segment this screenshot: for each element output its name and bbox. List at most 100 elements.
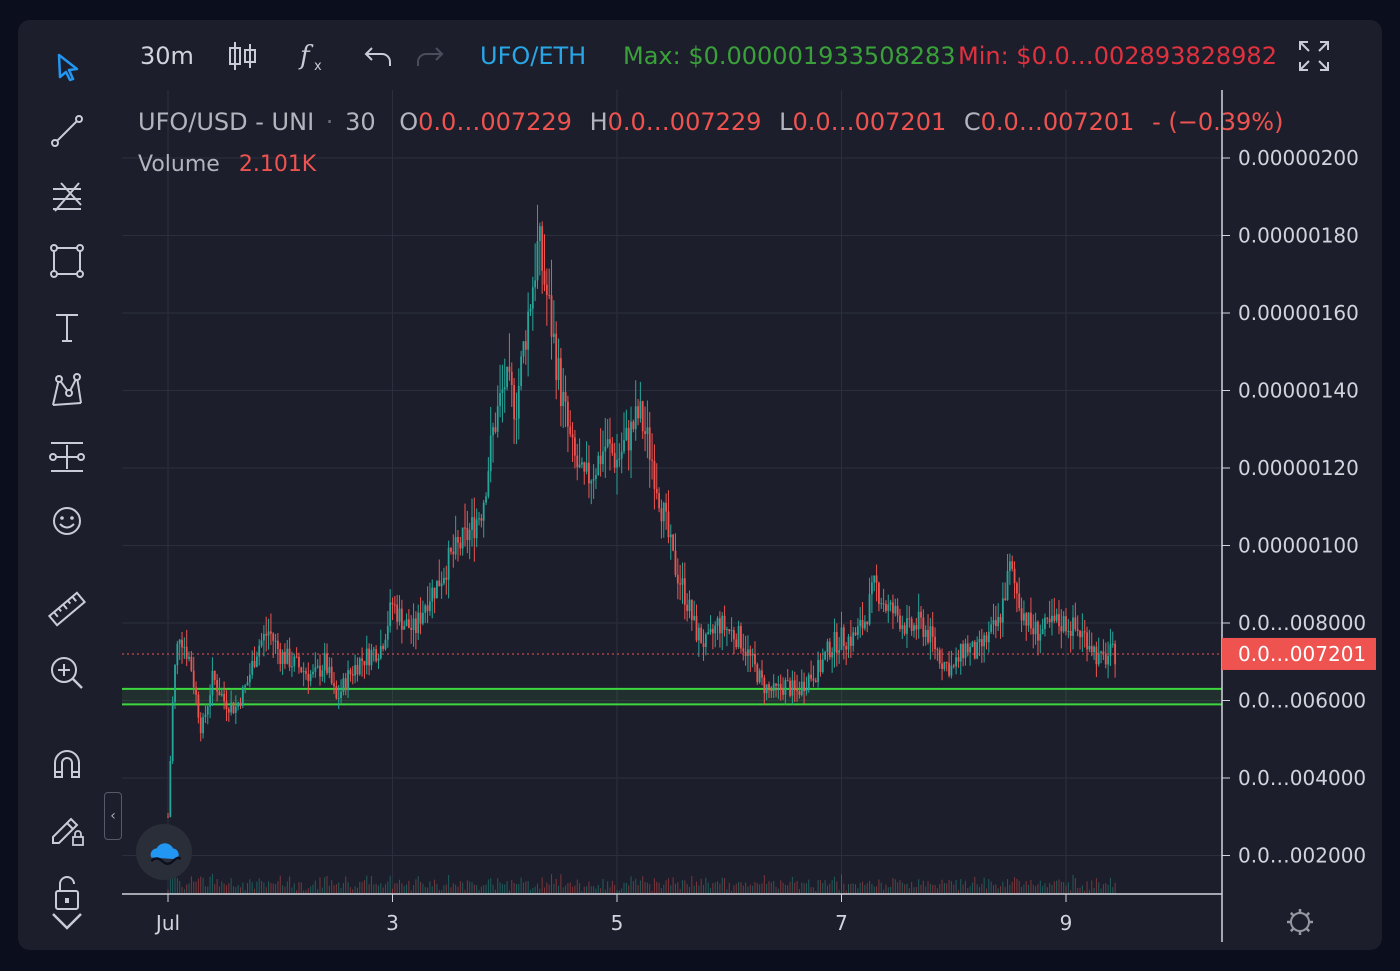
lock-edit-icon[interactable] (44, 806, 90, 852)
candle-body (772, 683, 775, 692)
candle-body (1076, 629, 1079, 631)
candle-body (632, 421, 635, 430)
candle-body (1041, 629, 1044, 635)
candle-body (1062, 616, 1065, 632)
candle-body (307, 673, 310, 682)
candle-body (169, 761, 172, 817)
settings-icon[interactable] (1287, 909, 1313, 935)
candle-body (281, 652, 284, 665)
fullscreen-icon[interactable] (1294, 36, 1334, 76)
zoom-in-icon[interactable] (44, 650, 90, 696)
candle-body (964, 643, 967, 659)
undo-icon[interactable] (358, 36, 398, 76)
cursor-icon[interactable] (44, 44, 90, 90)
candle-body (379, 645, 382, 659)
candle-body (471, 517, 473, 530)
candle-body (873, 575, 876, 583)
redo-icon[interactable] (410, 36, 450, 76)
candle-body (733, 630, 735, 640)
candle-body (721, 615, 724, 634)
candle-body (274, 640, 277, 642)
series-legend: UFO/USD - UNI · 30 O0.0…007229 H0.0…0072… (138, 108, 1283, 136)
candle-body (450, 547, 452, 552)
candle-body (501, 389, 504, 394)
candle-body (1001, 598, 1004, 623)
candle-body (592, 478, 595, 481)
candle-body (447, 547, 450, 580)
magnet-icon[interactable] (44, 742, 90, 788)
candle-body (183, 646, 186, 648)
collapse-toolbar-button[interactable]: ‹ (104, 792, 122, 840)
candle-body (293, 656, 296, 667)
candle-body (786, 680, 789, 682)
price-tick-label: 0.00000180 (1238, 224, 1359, 248)
candle-body (545, 284, 548, 296)
candle-body (358, 658, 361, 675)
candle-body (1013, 568, 1016, 584)
candle-body (410, 627, 413, 630)
candle-body (735, 639, 738, 648)
candle-body (536, 241, 539, 281)
price-chart[interactable]: 0.00000200 0.00000180 0.00000160 0.00000140… (18, 20, 1382, 950)
candle-body (1104, 653, 1107, 665)
emoji-icon[interactable] (44, 498, 90, 544)
candle-body (871, 582, 873, 595)
legend-symbol[interactable]: UFO/USD - UNI (138, 108, 315, 136)
candle-body (365, 648, 368, 666)
candle-body (393, 604, 396, 606)
fib-icon[interactable] (44, 174, 90, 220)
candle-body (765, 684, 768, 694)
candle-body (468, 529, 471, 541)
candle-body (1107, 655, 1109, 665)
candle-body (1037, 621, 1039, 641)
candles-icon[interactable] (222, 36, 262, 76)
time-tick-label: 9 (1060, 911, 1073, 935)
rectangle-icon[interactable] (44, 238, 90, 284)
candle-body (618, 458, 621, 460)
candle-body (726, 629, 728, 631)
candle-body (627, 427, 630, 451)
candle-body (262, 634, 265, 641)
candle-body (943, 662, 946, 669)
interval-button[interactable]: 30m (140, 42, 194, 70)
candle-body (482, 502, 485, 521)
cloud-logo-icon[interactable] (136, 824, 192, 880)
pair-selector[interactable]: UFO/ETH (480, 42, 587, 70)
candle-body (1086, 632, 1088, 650)
candle-body (321, 670, 324, 677)
candle-body (167, 816, 169, 818)
candle-body (695, 615, 698, 641)
measure-icon[interactable] (44, 434, 90, 480)
candle-body (957, 657, 960, 662)
candle-body (653, 460, 656, 489)
candle-body (403, 625, 406, 630)
chevron-down-icon[interactable] (44, 904, 90, 938)
candle-body (298, 656, 300, 668)
candle-body (758, 670, 761, 683)
candle-body (1088, 646, 1091, 650)
candle-body (728, 629, 731, 632)
trend-line-icon[interactable] (44, 108, 90, 154)
text-icon[interactable] (44, 304, 90, 350)
support-zone[interactable] (122, 688, 1222, 705)
candle-body (641, 401, 644, 432)
pattern-icon[interactable] (44, 368, 90, 414)
candle-body (440, 583, 443, 587)
candle-body (239, 702, 242, 706)
candle-body (1072, 617, 1074, 636)
candle-body (927, 630, 929, 643)
candle-body (604, 446, 607, 452)
candle-body (340, 691, 342, 698)
price-tick-label: 0.00000200 (1238, 146, 1359, 170)
candle-body (445, 577, 448, 580)
candle-body (267, 631, 270, 636)
ruler-icon[interactable] (44, 586, 90, 632)
candle-body (1020, 608, 1023, 621)
candle-body (550, 295, 553, 337)
candle-body (1074, 617, 1077, 630)
unlock-icon[interactable] (44, 870, 90, 916)
candle-body (686, 604, 689, 612)
settings-icon-ring (1290, 912, 1310, 932)
candle-body (255, 656, 258, 667)
